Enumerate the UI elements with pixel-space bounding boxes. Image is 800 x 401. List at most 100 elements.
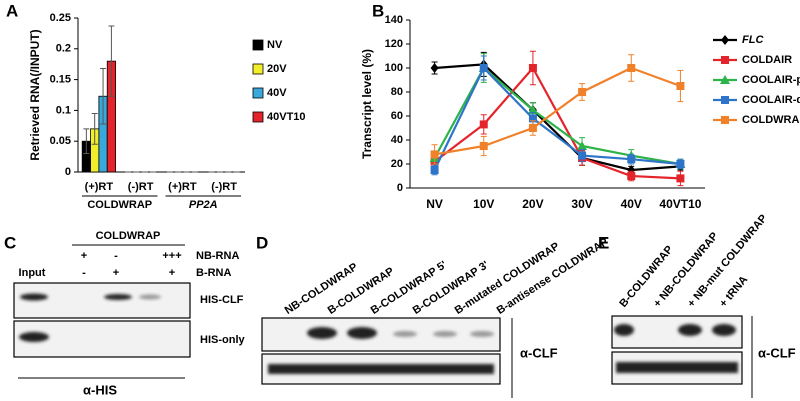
marker <box>528 124 537 132</box>
legend-marker <box>721 56 729 64</box>
blot-band <box>347 327 377 339</box>
marker <box>627 64 636 72</box>
y-tick-label: 0.05 <box>50 135 71 147</box>
blot-band <box>307 327 337 339</box>
error-bar <box>108 25 115 97</box>
legend-label: 20V <box>267 63 287 75</box>
lane-label: B-COLDWRAP 5' <box>369 259 450 317</box>
marker <box>627 172 636 180</box>
marker <box>527 105 538 114</box>
x-tick-label: 10V <box>473 197 494 211</box>
blot-band <box>470 331 494 337</box>
antibody: α-HIS <box>83 382 117 397</box>
series-line <box>433 66 681 180</box>
series-line <box>433 66 681 166</box>
blot-band <box>19 332 49 342</box>
lane-label: + NB-COLDWRAP <box>651 230 720 310</box>
row-label: NB-RNA <box>196 250 239 262</box>
error-bar <box>91 112 98 145</box>
marker <box>430 166 439 174</box>
y-tick-label: 20 <box>391 158 403 170</box>
panel-d: D NB-COLDWRAP B-COLDWRAP B-COLDWRAP 5' B… <box>256 233 610 398</box>
y-tick-label: 80 <box>391 86 403 98</box>
marker <box>430 150 439 159</box>
legend-label: 40V <box>267 87 287 99</box>
lane-label: NB-COLDWRAP <box>283 261 360 317</box>
marker <box>676 82 685 90</box>
header: COLDWRAP <box>96 230 161 242</box>
legend-label: COOLAIR-dist <box>742 94 800 106</box>
panel-e: E B-COLDWRAP + NB-COLDWRAP + NB-mut COLD… <box>598 212 796 398</box>
group-label: COLDWRAP <box>87 199 152 211</box>
blot-band <box>712 324 736 336</box>
x-tick-label: (+)RT <box>168 181 197 193</box>
sign: +++ <box>162 250 181 262</box>
y-tick-label: 60 <box>391 110 403 122</box>
legend-swatch <box>252 63 264 75</box>
blot-band <box>614 324 634 336</box>
y-tick-label: 140 <box>385 14 403 26</box>
blot <box>611 315 743 349</box>
legend-marker <box>721 96 729 104</box>
marker <box>676 174 685 183</box>
legend-label: NV <box>267 39 283 51</box>
blot-label: HIS-only <box>200 334 245 346</box>
blot <box>13 282 191 319</box>
y-tick-label: 0.1 <box>56 104 71 116</box>
panel-label: C <box>4 233 16 252</box>
panel-label: B <box>372 1 384 20</box>
legend-label: COLDWRAP <box>742 114 800 126</box>
y-tick-label: 0.25 <box>50 12 71 24</box>
marker <box>627 155 636 164</box>
antibody: α-CLF <box>520 345 558 360</box>
series-line <box>434 66 681 156</box>
row-label: B-RNA <box>196 267 231 279</box>
marker <box>479 64 488 72</box>
panel-label: A <box>6 1 18 20</box>
legend-label: 40VT10 <box>267 111 306 123</box>
y-tick-label: 0.2 <box>56 43 71 55</box>
marker <box>578 88 587 96</box>
y-tick-label: 0 <box>397 182 403 194</box>
y-tick-label: 0.15 <box>50 74 71 86</box>
input-label: Input <box>19 267 46 279</box>
blot-band <box>433 331 457 337</box>
y-tick-label: 40 <box>391 134 403 146</box>
blot <box>261 317 501 352</box>
sign: + <box>113 267 119 279</box>
sign: - <box>82 267 86 279</box>
blot <box>13 320 191 358</box>
blot-band <box>393 331 417 337</box>
error-bar <box>100 68 107 125</box>
legend-marker <box>721 116 729 124</box>
blot-band <box>139 294 161 300</box>
y-tick-label: 120 <box>385 38 403 50</box>
x-tick-label: 20V <box>522 197 543 211</box>
x-tick-label: (-)RT <box>128 181 154 193</box>
marker <box>479 120 488 129</box>
blot-band <box>20 293 48 301</box>
legend-marker <box>721 35 729 45</box>
legend-swatch <box>252 39 264 51</box>
sign: - <box>114 250 118 262</box>
sign: + <box>81 250 87 262</box>
group-label: PP2A <box>189 199 218 211</box>
y-tick-label: 0 <box>65 166 71 178</box>
x-tick-label: 40V <box>621 197 642 211</box>
series-line <box>434 63 681 172</box>
legend-label: FLC <box>742 34 764 46</box>
antibody: α-CLF <box>758 345 796 360</box>
marker <box>577 141 588 150</box>
x-tick-label: (-)RT <box>211 181 237 193</box>
sign: + <box>169 267 175 279</box>
series-line <box>433 66 681 171</box>
blot-band <box>678 324 702 336</box>
y-tick-label: 100 <box>385 62 403 74</box>
x-tick-label: 30V <box>571 197 592 211</box>
legend-marker <box>720 75 730 84</box>
legend-label: COOLAIR-prox <box>742 74 800 86</box>
marker <box>479 142 488 150</box>
panel-c: C COLDWRAP + - +++ NB-RNA Input - + + B-… <box>4 230 245 398</box>
blot-band <box>616 362 738 373</box>
error-bar <box>83 128 90 155</box>
